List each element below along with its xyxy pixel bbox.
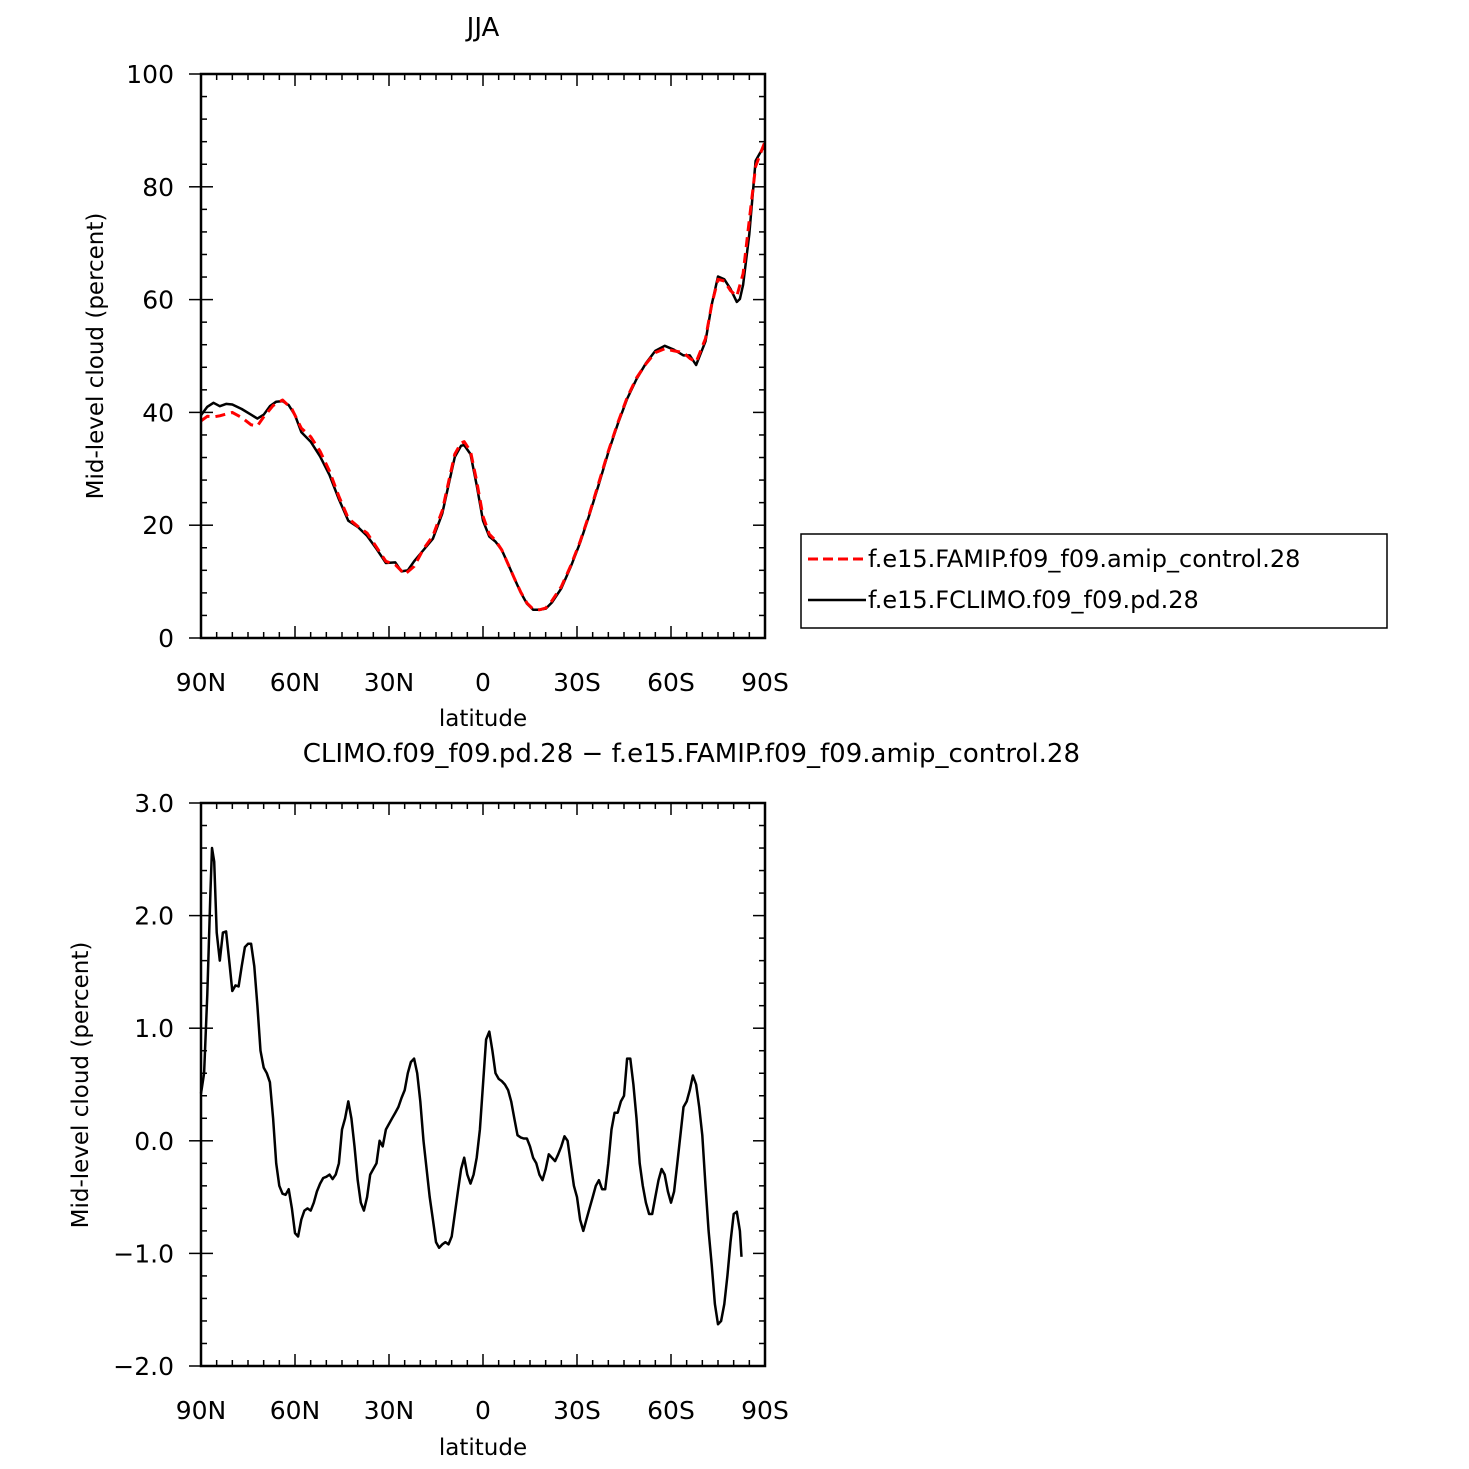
top-y-tick-label: 80 [142, 173, 174, 202]
bottom-x-tick-label: 60N [270, 1396, 321, 1425]
bottom-chart-title: CLIMO.f09_f09.pd.28 − f.e15.FAMIP.f09_f0… [303, 739, 1080, 769]
bottom-x-axis-label: latitude [439, 1435, 527, 1461]
bottom-x-tick-label: 60S [647, 1396, 695, 1425]
top-x-tick-label: 60S [647, 668, 695, 697]
top-x-tick-label: 0 [475, 668, 491, 697]
top-y-tick-label: 100 [126, 60, 174, 89]
chart-legend: f.e15.FAMIP.f09_f09.amip_control.28 f.e1… [800, 533, 1388, 629]
bottom-y-tick-label: 0.0 [134, 1127, 174, 1156]
bottom-y-tick-label: 1.0 [134, 1014, 174, 1043]
top-series-line-1 [200, 146, 766, 612]
legend-label-famip: f.e15.FAMIP.f09_f09.amip_control.28 [868, 545, 1300, 573]
bottom-y-tick-label: −2.0 [113, 1352, 174, 1381]
legend-label-fclimo: f.e15.FCLIMO.f09_f09.pd.28 [868, 586, 1199, 614]
top-x-tick-label: 30S [553, 668, 601, 697]
bottom-difference-chart: CLIMO.f09_f09.pd.28 − f.e15.FAMIP.f09_f0… [68, 739, 1080, 1461]
legend-box [800, 533, 1388, 629]
top-plot-frame [199, 72, 767, 640]
bottom-y-tick-label: 3.0 [134, 789, 174, 818]
bottom-y-tick-label: −1.0 [113, 1239, 174, 1268]
top-x-axis-label: latitude [439, 706, 527, 732]
top-y-tick-label: 60 [142, 286, 174, 315]
top-x-tick-label: 90N [176, 668, 227, 697]
top-data-series [200, 141, 767, 612]
bottom-y-tick-label: 2.0 [134, 902, 174, 931]
top-x-tick-label: 90S [741, 668, 789, 697]
top-y-tick-label: 20 [142, 511, 174, 540]
top-axis-ticks: 90N 60N 30N 0 30S 60S 90S 0 20 40 60 80 100 [126, 60, 789, 697]
top-y-tick-label: 40 [142, 398, 174, 427]
bottom-x-tick-label: 90S [741, 1396, 789, 1425]
bottom-data-series [199, 846, 743, 1326]
bottom-x-tick-label: 90N [176, 1396, 227, 1425]
top-line-chart: JJA latitude Mid-level cloud (percent) 9… [83, 13, 789, 732]
bottom-series-line-0 [199, 846, 743, 1326]
bottom-plot-frame [199, 801, 767, 1368]
bottom-y-axis-label: Mid-level cloud (percent) [68, 942, 94, 1229]
top-x-tick-label: 30N [364, 668, 415, 697]
top-y-tick-label: 0 [158, 624, 174, 653]
bottom-x-tick-label: 30N [364, 1396, 415, 1425]
top-series-line-0 [200, 141, 767, 612]
bottom-x-tick-label: 30S [553, 1396, 601, 1425]
top-chart-title: JJA [465, 13, 500, 43]
top-x-tick-label: 60N [270, 668, 321, 697]
top-y-axis-label: Mid-level cloud (percent) [83, 213, 109, 500]
bottom-x-tick-label: 0 [475, 1396, 491, 1425]
